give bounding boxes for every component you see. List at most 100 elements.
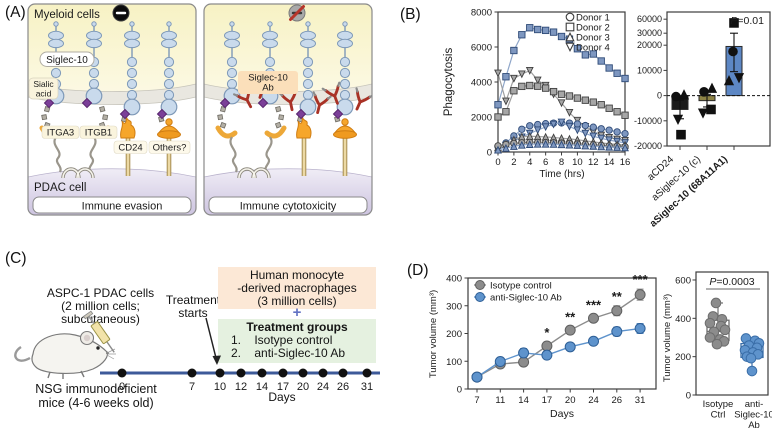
days-axis-label: Days	[268, 390, 296, 404]
phagocytosis-bar-chart: 600003000020000100000-10000-20000P=0.01a…	[634, 11, 771, 230]
marker-circle	[611, 305, 623, 317]
mouse-inner-ear	[83, 334, 91, 342]
marker-triangle	[517, 140, 526, 149]
marker-square	[549, 28, 558, 36]
marker-triangle	[557, 140, 566, 149]
y-axis-title: Tumor volume (mm³)	[662, 294, 673, 382]
line-shape	[88, 315, 95, 325]
y-tick-label: -20000	[634, 141, 662, 151]
group-label: Siglec-10	[734, 410, 772, 421]
text-shape: Immune evasion	[82, 201, 163, 213]
nsg-line1: NSG immunodeficient	[35, 382, 157, 396]
marker-circle	[589, 123, 597, 131]
marker-triangle	[678, 89, 690, 100]
tumor-volume-line-chart: 0 100 200 300 400 7 11 14 17 20 24 26 31 Days Tumor vo…	[428, 272, 657, 420]
legend-label: Donor 3	[576, 33, 610, 44]
marker-triangle	[621, 143, 629, 152]
marker-square	[613, 108, 621, 116]
marker-triangle	[613, 143, 622, 151]
mouse-eye	[96, 346, 100, 350]
panel-a-label: (A)	[5, 4, 26, 21]
y-tick-label: 600	[675, 275, 691, 286]
group-label: Ab	[748, 420, 760, 431]
legend-label: Donor 4	[576, 43, 610, 54]
rect-shape	[208, 196, 368, 214]
inhibition-icon	[112, 4, 130, 22]
rect-shape	[79, 125, 118, 139]
marker-circle	[475, 292, 485, 302]
rect-shape	[115, 11, 127, 15]
timeline-dot	[298, 368, 308, 378]
macrophages-box: Human monocyte -derived macrophages (3 m…	[218, 267, 376, 310]
marker-triangle	[525, 140, 534, 148]
marker-circle	[746, 365, 758, 377]
marker-circle	[699, 87, 709, 97]
marker-square	[621, 74, 629, 83]
marker-circle	[704, 332, 716, 343]
y-tick-label: 0	[457, 385, 462, 396]
marker-square	[605, 64, 613, 72]
marker-triangle-down	[565, 122, 574, 131]
legend-label: Isotype control	[490, 281, 552, 292]
x-tick-label: 6	[543, 157, 548, 168]
marker-square	[510, 87, 518, 95]
y-tick-label: 6000	[471, 43, 492, 54]
left-panel-border	[27, 3, 197, 216]
marker-triangle-down	[565, 108, 574, 117]
x-tick-label: 7	[474, 395, 479, 406]
marker-triangle-down	[533, 126, 542, 135]
mouse-tail	[14, 345, 31, 362]
timeline-day-label: 31	[361, 381, 373, 393]
mouse-body	[31, 333, 109, 374]
marker-square	[597, 57, 605, 65]
line-shape	[289, 5, 305, 21]
text-shape: acid	[36, 89, 52, 99]
siglec10-label: Siglec-10	[39, 51, 95, 67]
y-tick-label: 200	[446, 329, 462, 340]
x-tick-label: 2	[511, 157, 516, 168]
y-tick-label: 20000	[637, 40, 662, 50]
marker-square	[526, 24, 534, 32]
marker-triangle-down	[557, 99, 566, 108]
cd24-label: CD24	[113, 140, 148, 154]
marker-triangle	[565, 31, 575, 42]
y-tick-label: 60000	[637, 14, 662, 24]
marker-circle	[613, 128, 621, 136]
marker-circle	[518, 125, 526, 133]
y-tick-label: 100	[446, 357, 462, 368]
y-tick-label: 400	[446, 274, 462, 285]
y-tick-label: 0	[487, 148, 492, 159]
macro-line1: Human monocyte	[249, 268, 345, 282]
marker-triangle	[541, 139, 550, 148]
timeline-dot	[257, 368, 267, 378]
marker-square	[518, 82, 526, 91]
marker-square	[676, 129, 686, 140]
marker-triangle-down	[557, 118, 566, 127]
text-shape: CD24	[118, 143, 142, 154]
line-shape	[106, 341, 115, 353]
x-tick-label: 14	[518, 395, 529, 406]
marker-square	[565, 92, 574, 100]
x-tick-label: 26	[612, 395, 623, 406]
marker-square	[597, 101, 605, 109]
marker-circle	[518, 347, 530, 359]
marker-square	[549, 87, 558, 96]
aspc-line1: ASPC-1 PDAC cells	[46, 286, 155, 300]
x-tick-label: 14	[604, 157, 615, 168]
timeline-dot	[362, 368, 372, 378]
timeline-dot	[117, 368, 127, 378]
marker-square	[534, 82, 542, 90]
marker-circle	[745, 352, 757, 364]
timeline-day-label: 7	[189, 381, 195, 393]
marker-triangle-down	[697, 108, 709, 119]
timeline-day-label: 20	[297, 381, 309, 393]
significance-stars: **	[612, 289, 623, 304]
marker-triangle	[549, 139, 558, 148]
treatment-group-2: 2. anti-Siglec-10 Ab	[231, 346, 346, 361]
significance-stars: *	[544, 325, 550, 340]
text-shape: ITGB1	[85, 128, 112, 139]
marker-triangle-down	[533, 76, 542, 85]
y-tick-label: 400	[675, 314, 691, 325]
plus-sign: +	[292, 304, 302, 321]
